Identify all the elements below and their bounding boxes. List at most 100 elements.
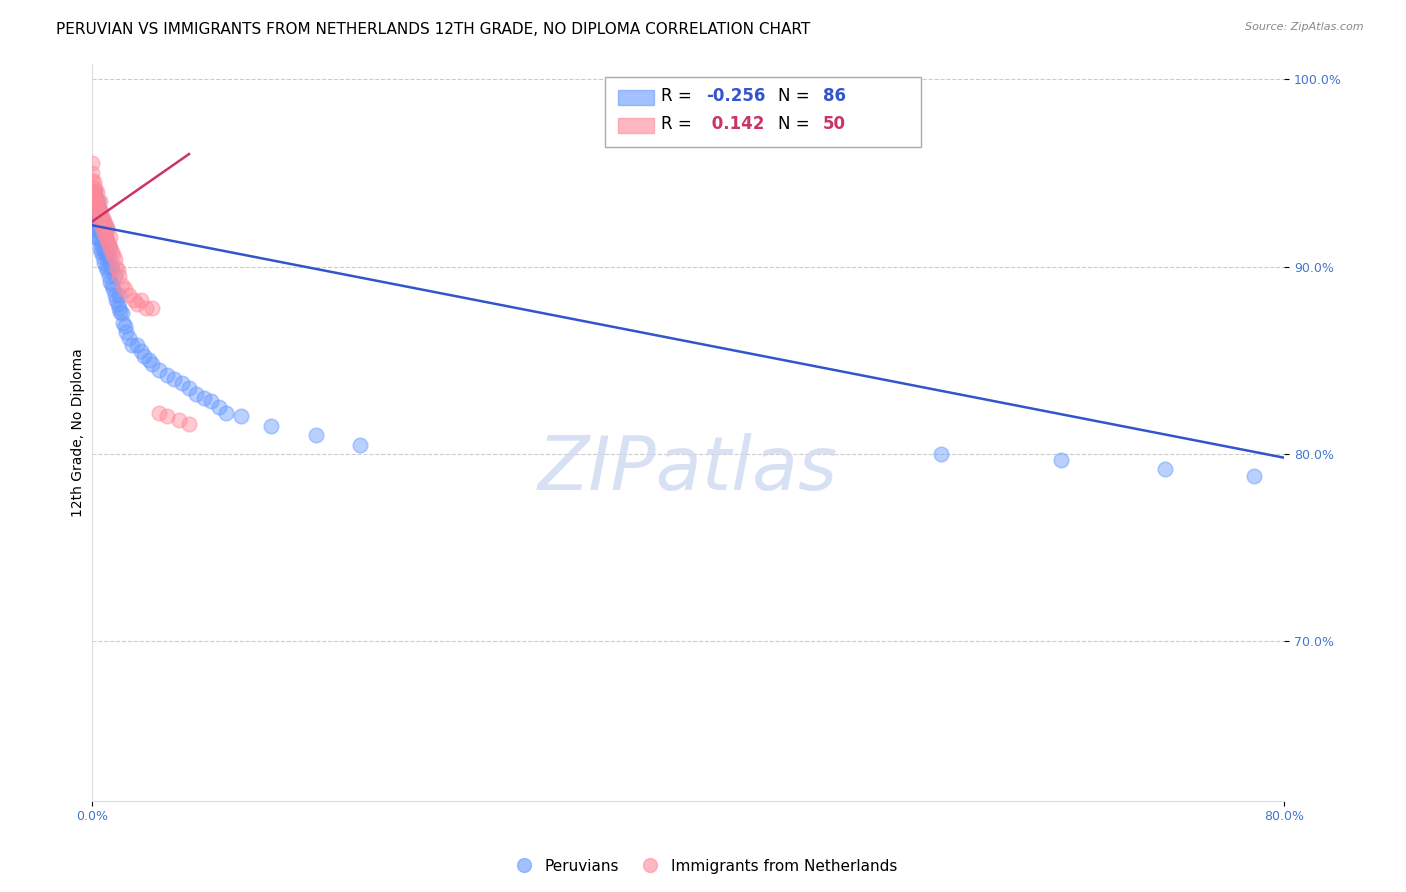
Text: 86: 86 <box>823 87 846 105</box>
Point <box>86 185 108 199</box>
Point <box>177 381 200 395</box>
Point <box>100 260 122 274</box>
Point <box>101 282 124 296</box>
Point <box>135 301 157 315</box>
Point <box>193 391 215 405</box>
Point <box>115 325 138 339</box>
Point <box>91 226 114 240</box>
Point <box>96 222 118 236</box>
Point <box>138 353 160 368</box>
Text: Source: ZipAtlas.com: Source: ZipAtlas.com <box>1246 22 1364 32</box>
Point <box>170 376 193 390</box>
Point <box>114 319 136 334</box>
Point <box>87 212 110 227</box>
Point <box>105 293 128 308</box>
Point <box>82 166 104 180</box>
Point <box>82 212 104 227</box>
Point <box>83 185 105 199</box>
Point <box>84 190 107 204</box>
Point <box>87 231 110 245</box>
Point <box>349 437 371 451</box>
Point <box>87 222 110 236</box>
Point <box>118 287 141 301</box>
Point <box>89 231 111 245</box>
Point <box>87 194 110 208</box>
Point <box>83 194 105 208</box>
Point <box>305 428 328 442</box>
Point <box>86 231 108 245</box>
Point <box>103 268 125 283</box>
Point <box>931 447 953 461</box>
Point <box>89 222 111 236</box>
Point <box>103 252 125 266</box>
Point <box>98 260 121 274</box>
Point <box>84 222 107 236</box>
Point <box>93 256 115 270</box>
Point <box>118 331 141 345</box>
Point <box>96 263 118 277</box>
Point <box>96 222 118 236</box>
Point <box>260 418 283 433</box>
Point <box>89 212 111 227</box>
Point <box>98 241 121 255</box>
Point <box>98 241 121 255</box>
Point <box>91 250 114 264</box>
Point <box>91 211 114 225</box>
Point <box>91 241 114 255</box>
Text: PERUVIAN VS IMMIGRANTS FROM NETHERLANDS 12TH GRADE, NO DIPLOMA CORRELATION CHART: PERUVIAN VS IMMIGRANTS FROM NETHERLANDS … <box>56 22 810 37</box>
Point <box>148 362 170 376</box>
Point <box>112 316 135 330</box>
Text: -0.256: -0.256 <box>706 87 765 105</box>
Point <box>186 387 208 401</box>
Text: R =: R = <box>661 87 697 105</box>
Point <box>91 222 114 236</box>
Point <box>87 197 110 211</box>
Point <box>83 194 105 208</box>
Point <box>94 246 117 260</box>
Point <box>1154 462 1177 476</box>
Point <box>82 173 104 187</box>
Point <box>86 212 108 227</box>
Point <box>82 188 104 202</box>
Point <box>114 282 136 296</box>
Point <box>105 260 128 274</box>
Point <box>90 226 112 240</box>
Point <box>215 406 238 420</box>
Text: 50: 50 <box>823 115 846 134</box>
Point <box>107 263 129 277</box>
Point <box>100 244 122 259</box>
Point <box>84 200 107 214</box>
Point <box>93 244 115 259</box>
Point <box>94 260 117 274</box>
Point <box>94 219 117 233</box>
Point <box>108 301 131 315</box>
Point <box>100 278 122 293</box>
FancyBboxPatch shape <box>617 118 654 133</box>
Point <box>91 212 114 227</box>
Point <box>84 194 107 208</box>
Text: R =: R = <box>661 115 697 134</box>
Point <box>89 241 111 255</box>
Point <box>134 350 156 364</box>
Point <box>131 343 153 358</box>
Point <box>82 156 104 170</box>
Point <box>93 214 115 228</box>
Point <box>83 203 105 218</box>
Text: N =: N = <box>778 115 814 134</box>
Point <box>111 278 134 293</box>
Point <box>163 372 186 386</box>
Point <box>90 212 112 227</box>
Point <box>107 297 129 311</box>
Point <box>200 394 222 409</box>
Point <box>1049 452 1071 467</box>
Point <box>94 231 117 245</box>
Point <box>111 306 134 320</box>
Point <box>110 304 132 318</box>
Y-axis label: 12th Grade, No Diploma: 12th Grade, No Diploma <box>72 348 86 516</box>
Point <box>86 203 108 218</box>
Point <box>98 229 121 244</box>
Point <box>86 194 108 208</box>
Point <box>90 219 112 233</box>
Point <box>121 338 143 352</box>
Point <box>231 409 253 424</box>
